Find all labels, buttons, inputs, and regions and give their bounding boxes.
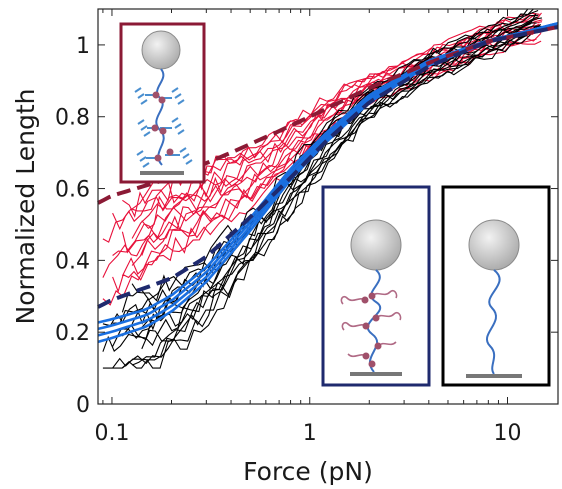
x-axis-label: Force (pN) [243,457,373,486]
x-tick-label: 1 [303,421,317,446]
sidechain-nodes-icon [361,292,382,368]
inset-black-frame [441,185,551,387]
x-tick-label: 10 [494,421,522,446]
surface-icon [466,374,522,378]
plot-frame [97,8,559,405]
y-tick-label: 1 [76,34,90,59]
y-tick-label: 0.6 [55,178,90,203]
y-tick-label: 0 [76,393,90,418]
glycan-nodes-icon [151,91,174,162]
bead-icon [141,30,181,70]
inset-black [441,185,551,387]
y-tick-label: 0.4 [55,249,90,274]
inset-navy [321,185,431,387]
axes: 0.1 1 10 0 0.2 0.4 0.6 0.8 1 Force (pN) Normalized… [11,8,559,486]
navy-dashed-fit-line [97,25,559,309]
y-axis-label: Normalized Length [11,89,40,325]
black-trace [131,25,543,366]
tether-icon [486,269,501,375]
surface-icon [350,372,402,376]
tether-icon [155,68,165,166]
x-tick-label: 0.1 [94,421,129,446]
inset-red [119,22,206,184]
y-tick-label: 0.2 [55,321,90,346]
fit-layer [97,22,559,344]
black-trace [112,29,536,369]
black-trace [122,28,540,369]
bead-icon [350,219,402,271]
y-tick-label: 0.8 [55,106,90,131]
glycan-branches-icon [134,87,193,168]
black-trace [131,8,542,302]
surface-icon [140,171,184,175]
bead-icon [468,219,520,271]
